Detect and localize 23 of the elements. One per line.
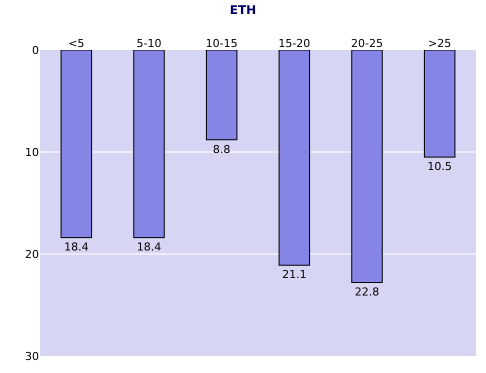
chart-title: ETH bbox=[230, 2, 256, 17]
y-tick-label: 20 bbox=[25, 248, 39, 261]
bar bbox=[133, 50, 165, 238]
data-label: 10.5 bbox=[427, 160, 452, 174]
data-label: 21.1 bbox=[282, 268, 307, 282]
x-tick-label: 15-20 bbox=[278, 36, 310, 50]
x-tick-label: >25 bbox=[428, 36, 452, 50]
x-tick-label: 20-25 bbox=[351, 36, 383, 50]
x-tick-label: 10-15 bbox=[206, 36, 238, 50]
x-tick-label: <5 bbox=[68, 36, 84, 50]
bar bbox=[351, 50, 383, 284]
y-tick-label: 30 bbox=[25, 350, 39, 363]
data-label: 8.8 bbox=[212, 142, 230, 156]
data-label: 18.4 bbox=[64, 240, 89, 254]
y-tick-label: 10 bbox=[25, 146, 39, 159]
data-label: 18.4 bbox=[136, 240, 162, 254]
data-label: 22.8 bbox=[354, 286, 380, 299]
bar bbox=[60, 50, 92, 238]
bar bbox=[424, 50, 456, 158]
y-tick-label: 0 bbox=[32, 44, 39, 57]
x-tick-label: 5-10 bbox=[136, 36, 162, 50]
bar bbox=[206, 50, 238, 140]
bar bbox=[278, 50, 310, 266]
